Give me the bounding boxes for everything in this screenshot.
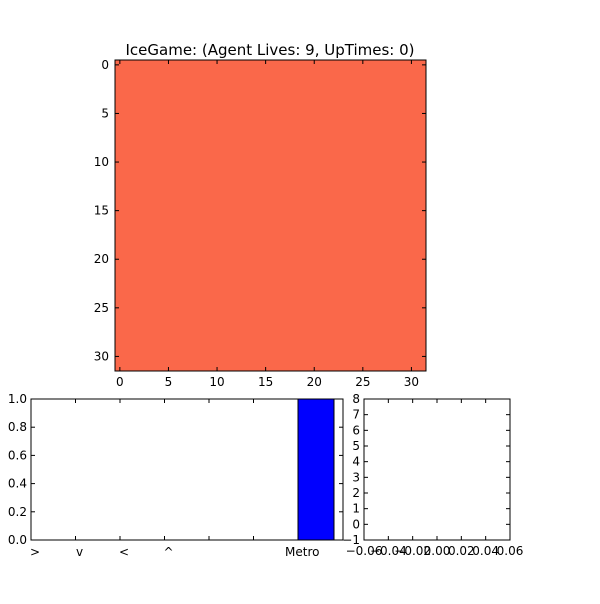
heatmap-x-tick-label: 20 [307, 375, 322, 389]
bar-marks [297, 398, 335, 541]
empty-y-tick-label: 3 [352, 470, 360, 484]
bar-x-tick-label: > [30, 545, 40, 559]
heatmap-y-tick-label: 30 [94, 349, 109, 363]
heatmap-panel: IceGame: (Agent Lives: 9, UpTimes: 0) 0 5… [94, 41, 427, 389]
bar-frame [30, 398, 344, 541]
heatmap-x-tick-label: 30 [404, 375, 419, 389]
empty-y-axis: −1 01 2 34 5 67 8 [342, 392, 510, 547]
heatmap-image [115, 60, 426, 371]
heatmap-title: IceGame: (Agent Lives: 9, UpTimes: 0) [126, 41, 415, 59]
bar [297, 398, 335, 541]
bar-x-tick-label: Metro [285, 545, 319, 559]
heatmap-x-tick-label: 15 [258, 375, 273, 389]
empty-y-tick-label: 2 [352, 486, 360, 500]
bar-x-tick-label: < [119, 545, 129, 559]
heatmap-x-tick-label: 0 [116, 375, 124, 389]
bar-x-axis: > v < ^ Metro [30, 399, 319, 559]
bar-y-tick-label: 0.4 [8, 477, 27, 491]
empty-y-tick-label: 8 [352, 392, 360, 406]
bar-y-tick-label: 1.0 [8, 392, 27, 406]
empty-x-tick-label: 0.00 [424, 544, 451, 558]
empty-y-tick-label: 6 [352, 423, 360, 437]
empty-y-tick-label: −1 [342, 533, 360, 547]
heatmap-frame [114, 59, 427, 372]
bar-y-axis: 0.0 0.2 0.4 0.6 0.8 1.0 [8, 392, 343, 547]
heatmap-y-tick-label: 0 [101, 58, 109, 72]
empty-x-tick-label: −0.06 [346, 544, 383, 558]
heatmap-y-tick-label: 10 [94, 155, 109, 169]
empty-y-tick-label: 4 [352, 455, 360, 469]
bar-y-tick-label: 0.6 [8, 448, 27, 462]
empty-x-tick-label: 0.06 [497, 544, 524, 558]
heatmap-y-axis: 0 5 10 15 20 25 30 [94, 58, 426, 363]
heatmap-x-axis: 0 5 10 15 20 25 30 [116, 60, 419, 389]
empty-y-tick-label: 5 [352, 439, 360, 453]
bar-y-tick-label: 0.8 [8, 420, 27, 434]
heatmap-y-tick-label: 25 [94, 301, 109, 315]
bar-x-tick-label: ^ [163, 545, 173, 559]
heatmap-y-tick-label: 15 [94, 204, 109, 218]
empty-axes-panel: −0.06−0.04−0.020.000.020.040.06 −1 01 2 34 5… [342, 392, 523, 558]
empty-axes-frame [363, 398, 511, 541]
empty-x-tick-label: 0.04 [472, 544, 499, 558]
bar-y-tick-label: 0.2 [8, 505, 27, 519]
empty-y-tick-label: 1 [352, 502, 360, 516]
empty-x-axis: −0.06−0.04−0.020.000.020.040.06 [346, 399, 524, 558]
empty-y-tick-label: 0 [352, 517, 360, 531]
bar-y-tick-label: 0.0 [8, 533, 27, 547]
heatmap-x-tick-label: 5 [165, 375, 173, 389]
empty-x-tick-label: −0.04 [370, 544, 407, 558]
heatmap-y-tick-label: 5 [101, 106, 109, 120]
heatmap-x-tick-label: 25 [355, 375, 370, 389]
heatmap-x-tick-label: 10 [209, 375, 224, 389]
heatmap-y-tick-label: 20 [94, 252, 109, 266]
empty-y-tick-label: 7 [352, 408, 360, 422]
bar-panel: > v < ^ Metro 0.0 0.2 0.4 0.6 0.8 1.0 [8, 392, 344, 559]
empty-x-tick-label: −0.02 [394, 544, 431, 558]
empty-x-tick-label: 0.02 [448, 544, 475, 558]
bar-x-tick-label: v [76, 545, 83, 559]
